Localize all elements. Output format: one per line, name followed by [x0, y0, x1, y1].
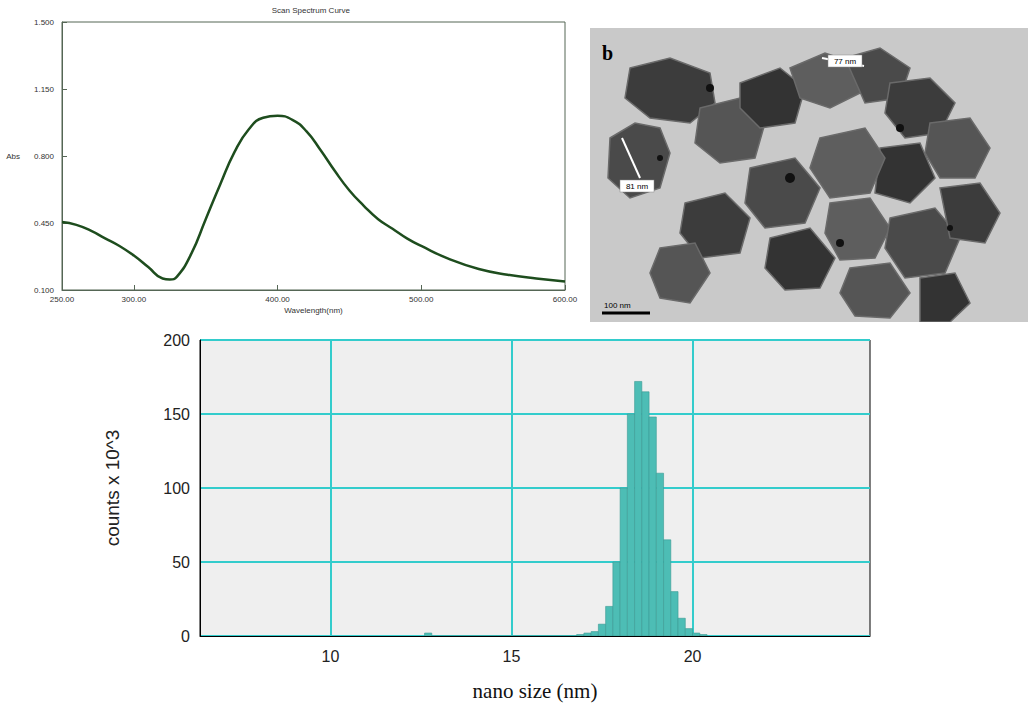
svg-text:250.00: 250.00 — [50, 295, 75, 304]
svg-text:100 nm: 100 nm — [604, 301, 631, 310]
svg-text:200: 200 — [163, 332, 190, 349]
svg-text:Wavelength(nm): Wavelength(nm) — [284, 306, 343, 315]
svg-text:150: 150 — [163, 406, 190, 423]
svg-text:400.00: 400.00 — [265, 295, 290, 304]
svg-text:100: 100 — [163, 480, 190, 497]
svg-text:Scan Spectrum Curve: Scan Spectrum Curve — [272, 6, 351, 15]
svg-text:20: 20 — [684, 648, 702, 665]
svg-text:50: 50 — [172, 554, 190, 571]
svg-text:b: b — [602, 42, 613, 64]
svg-text:nano size (nm): nano size (nm) — [473, 679, 598, 703]
svg-text:0.450: 0.450 — [34, 219, 55, 228]
svg-text:Abs: Abs — [6, 152, 20, 161]
svg-text:1.500: 1.500 — [34, 18, 55, 27]
svg-text:0.800: 0.800 — [34, 152, 55, 161]
svg-text:600.00: 600.00 — [553, 295, 578, 304]
svg-text:300.00: 300.00 — [122, 295, 147, 304]
svg-text:0.100: 0.100 — [34, 286, 55, 295]
svg-text:81 nm: 81 nm — [626, 182, 649, 191]
svg-text:0: 0 — [181, 628, 190, 645]
svg-text:15: 15 — [503, 648, 521, 665]
svg-text:counts x 10^3: counts x 10^3 — [102, 430, 123, 547]
svg-text:1.150: 1.150 — [34, 85, 55, 94]
svg-text:77 nm: 77 nm — [834, 57, 857, 66]
svg-text:10: 10 — [321, 648, 339, 665]
svg-text:500.00: 500.00 — [409, 295, 434, 304]
